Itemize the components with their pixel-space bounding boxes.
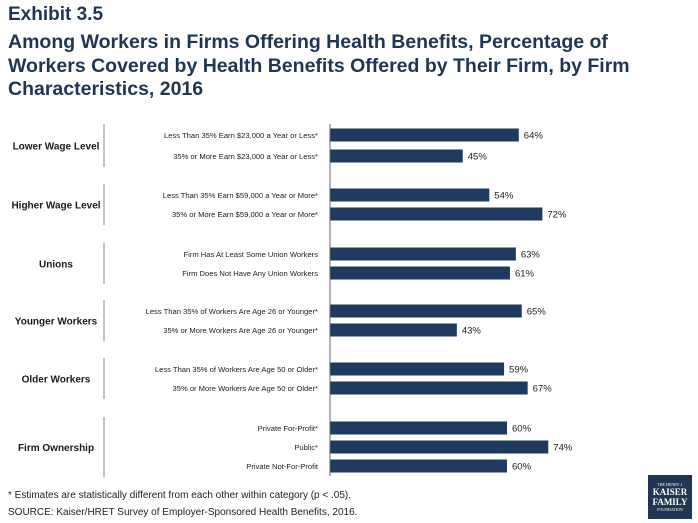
bar — [330, 128, 519, 142]
category-label: 35% or More Workers Are Age 26 or Younge… — [163, 326, 318, 335]
bar — [330, 266, 510, 280]
category-label: Less Than 35% of Workers Are Age 26 or Y… — [146, 307, 318, 316]
data-label: 65% — [527, 307, 547, 318]
category-label: Less Than 35% Earn $23,000 a Year or Les… — [164, 131, 318, 140]
bar — [330, 381, 528, 395]
bar — [330, 362, 505, 376]
data-label: 54% — [494, 191, 514, 202]
category-label: Private For-Profit* — [258, 424, 318, 433]
logo-line-4: FOUNDATION — [657, 507, 683, 512]
group-label: Lower Wage Level — [13, 142, 100, 153]
category-label: Firm Has At Least Some Union Workers — [184, 250, 319, 259]
logo-line-1: THE HENRY J. — [657, 482, 683, 487]
data-label: 64% — [524, 131, 544, 142]
logo-line-3: FAMILY — [652, 497, 688, 507]
group-label: Firm Ownership — [18, 443, 94, 454]
category-label: Public* — [294, 443, 318, 452]
kff-logo: THE HENRY J. KAISER FAMILY FOUNDATION — [648, 475, 692, 519]
category-label: 35% or More Earn $59,000 a Year or More* — [172, 210, 318, 219]
bar — [330, 207, 543, 221]
exhibit-number: Exhibit 3.5 — [8, 4, 104, 25]
bar — [330, 421, 507, 435]
bar — [330, 440, 549, 454]
data-label: 43% — [462, 326, 482, 337]
bar — [330, 304, 522, 318]
footnote: * Estimates are statistically different … — [8, 490, 352, 501]
data-label: 45% — [468, 152, 488, 163]
bar — [330, 459, 507, 473]
group-label: Younger Workers — [15, 317, 98, 328]
group-label: Higher Wage Level — [11, 201, 100, 212]
group-label: Unions — [39, 260, 73, 271]
bar — [330, 188, 490, 202]
data-label: 67% — [533, 384, 553, 395]
category-label: 35% or More Earn $23,000 a Year or Less* — [173, 152, 318, 161]
data-label: 63% — [521, 250, 541, 261]
category-label: Private Not-For-Profit — [246, 462, 319, 471]
chart-title: Among Workers in Firms Offering Health B… — [8, 31, 630, 100]
data-label: 61% — [515, 269, 535, 280]
source-note: SOURCE: Kaiser/HRET Survey of Employer-S… — [8, 507, 358, 518]
group-label: Older Workers — [22, 375, 91, 386]
category-label: Less Than 35% of Workers Are Age 50 or O… — [155, 365, 318, 374]
data-label: 72% — [547, 210, 567, 221]
bar — [330, 323, 457, 337]
bar — [330, 247, 516, 261]
bar — [330, 149, 463, 163]
logo-line-2: KAISER — [652, 487, 688, 497]
data-label: 59% — [509, 365, 529, 376]
category-label: Less Than 35% Earn $59,000 a Year or Mor… — [163, 191, 318, 200]
category-label: 35% or More Workers Are Age 50 or Older* — [173, 384, 319, 393]
data-label: 74% — [553, 443, 573, 454]
category-label: Firm Does Not Have Any Union Workers — [182, 269, 318, 278]
data-label: 60% — [512, 462, 532, 473]
data-label: 60% — [512, 424, 532, 435]
